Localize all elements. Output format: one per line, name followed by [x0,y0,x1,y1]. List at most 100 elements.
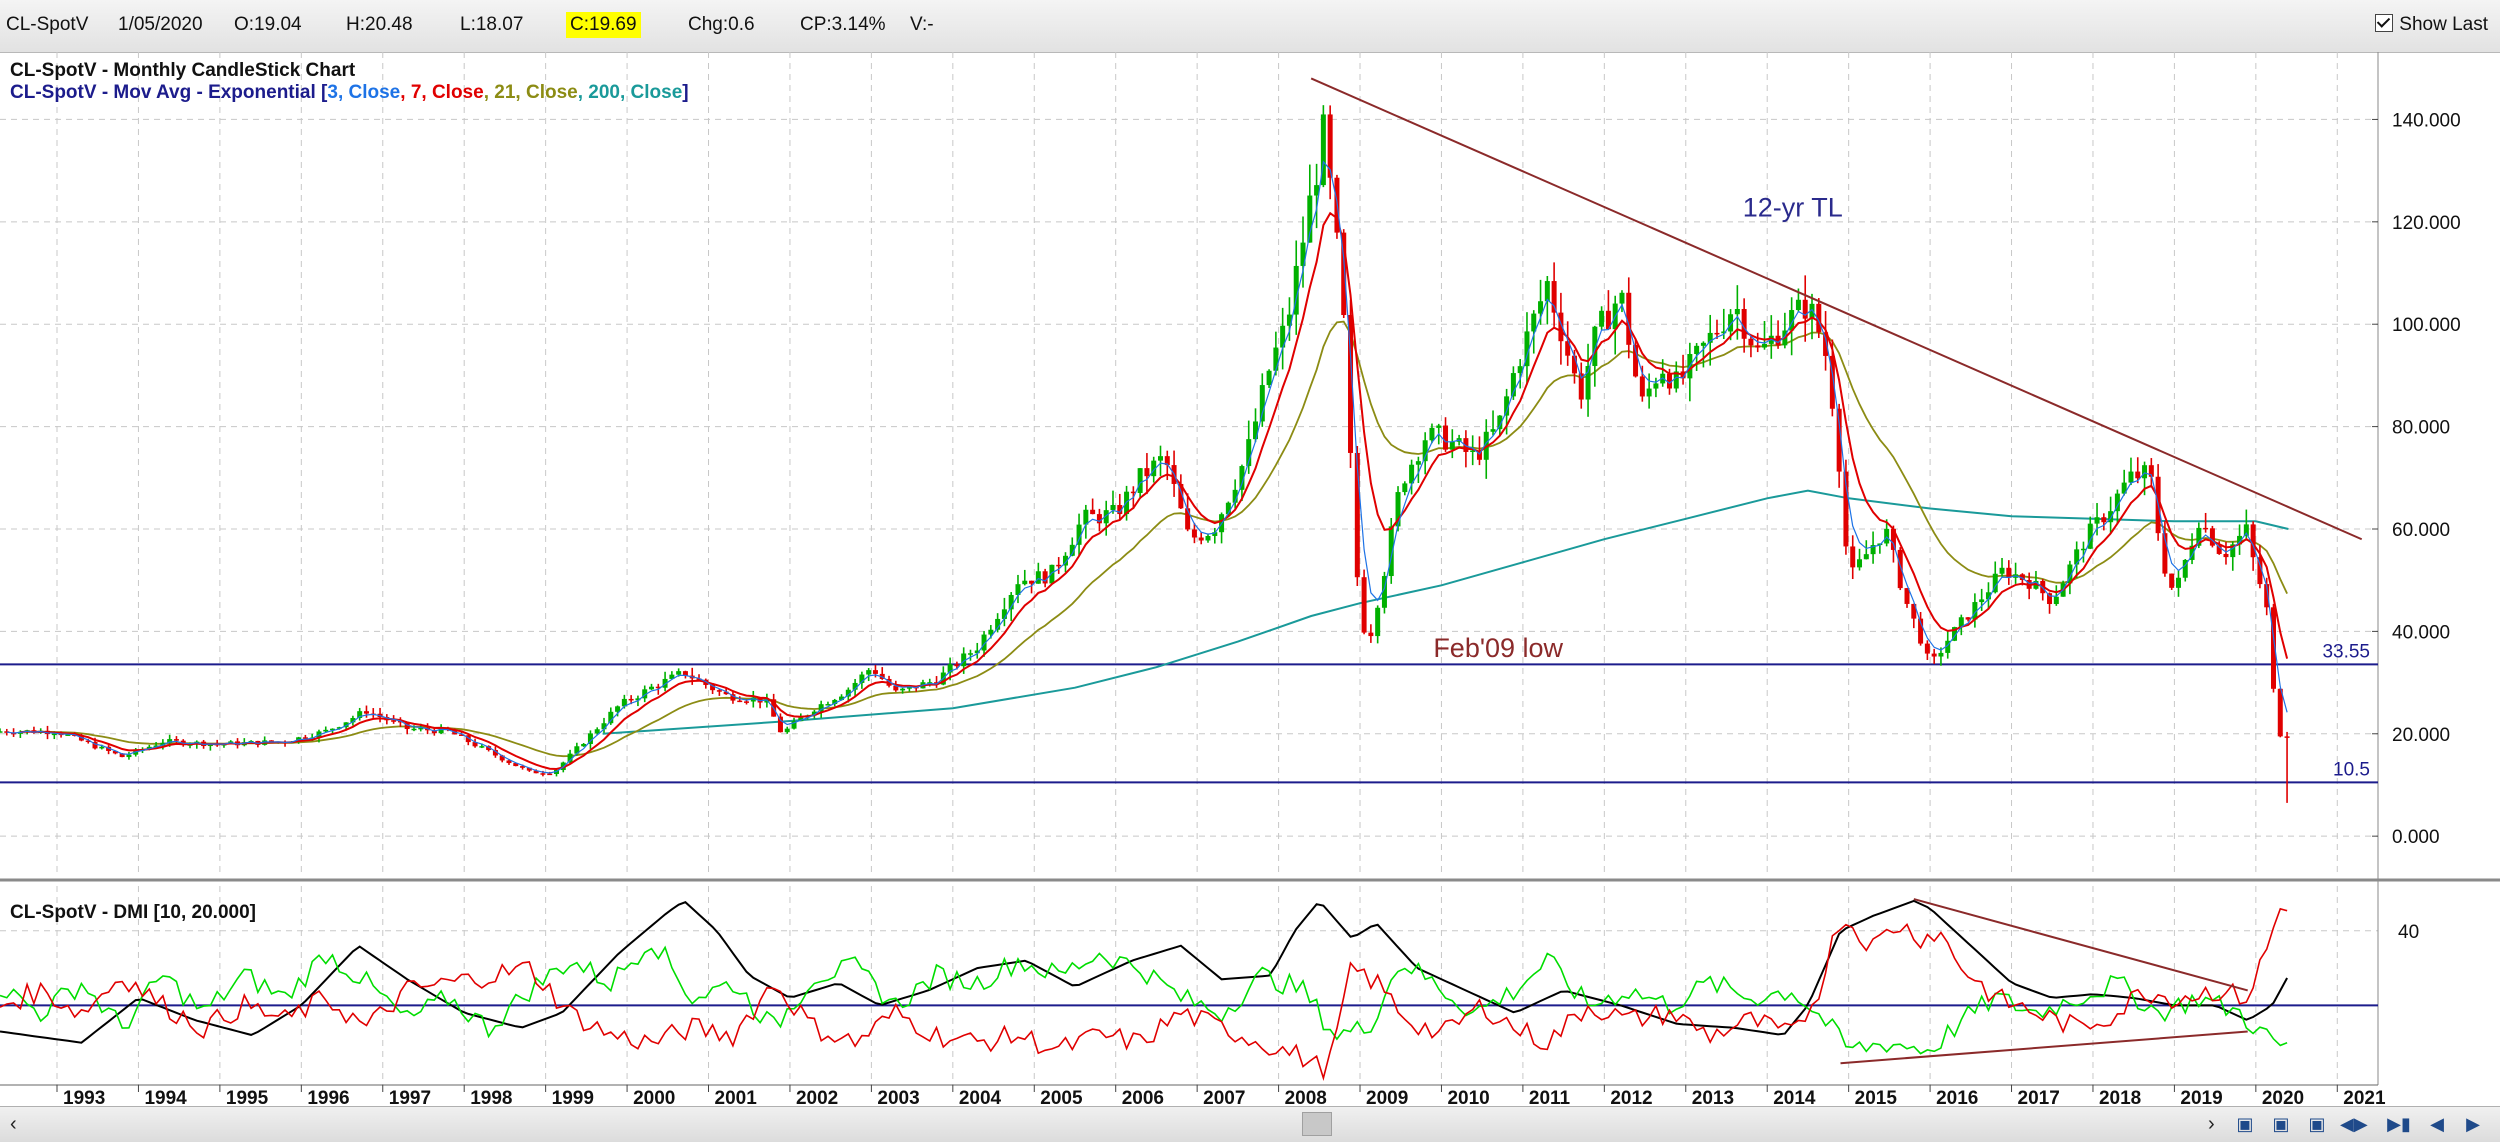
candle-body [730,694,736,701]
scrollbar-thumb[interactable] [1302,1112,1332,1136]
x-tick-label: 2021 [2343,1088,2386,1109]
x-tick-label: 1997 [389,1088,431,1109]
dmi-axis-labels: 40 [2398,922,2419,943]
candle-body [744,701,750,703]
candle-body [974,650,980,654]
candle-body [1728,314,1734,332]
candle-body [2209,528,2215,546]
candle-body [1972,602,1978,620]
candle-body [2108,511,2114,523]
candle-body [696,678,702,680]
candle-body [1042,571,1048,584]
candle-body [1931,653,1937,657]
candle-body [1198,537,1204,541]
candle-body [995,618,1001,630]
candle-body [1721,331,1727,334]
candle-body [1029,580,1035,584]
y-tick-label: 120.000 [2392,213,2461,234]
scroll-both-icon[interactable]: ◀▶ [2340,1114,2368,1134]
candle-body [2114,493,2120,512]
candle-body [1348,315,1354,453]
candle-body [1341,232,1347,316]
candle-body [1585,366,1591,400]
ema-legend-f1: Close [349,82,401,103]
quote-toolbar: CL-SpotV 1/05/2020 O:19.04 H:20.48 L:18.… [0,0,2500,53]
ema-legend-f3: Close [526,82,578,103]
candle-body [1409,464,1415,484]
zoom-out-icon[interactable]: ▣ [2272,1114,2290,1134]
candle-body [92,741,98,749]
candle-body [1497,415,1503,430]
zoom-in-icon[interactable]: ▣ [2236,1114,2254,1134]
checkbox-check-icon[interactable] [2375,14,2394,32]
candle-body [1673,371,1679,389]
candle-body [1103,510,1109,524]
step-forward-icon[interactable]: ▶ [2466,1114,2480,1134]
dmi-trendlines[interactable] [1840,898,2248,1065]
x-tick-label: 2014 [1773,1088,1816,1109]
candle-body [893,685,899,691]
dmi-series [0,899,2378,1082]
price-axis-labels: 0.000 20.000 40.000 60.000 80.000 100.000 120.… [2372,110,2461,848]
candle-body [621,698,627,707]
candle-body [533,770,539,774]
candle-body [2196,527,2202,546]
candle-body [1062,555,1068,566]
candle-body [1225,502,1231,515]
candle-body [1952,627,1958,641]
candle-body [2142,465,2148,479]
ema-legend-sep3: , [421,82,432,103]
x-tick-label: 2013 [1692,1088,1734,1109]
candle-body [167,739,173,743]
candle-body [1490,429,1496,432]
x-tick-label: 2004 [959,1088,1002,1109]
candle-body [587,733,593,745]
candle-body [1836,408,1842,472]
candle-body [1653,383,1659,389]
candle-body [872,670,878,674]
candle-body [2284,736,2290,738]
candle-body [2128,471,2134,483]
chart-annotations: 12-yr TL Feb'09 low [1433,193,1843,663]
trendline-annotation: 12-yr TL [1743,193,1843,223]
candle-body [51,733,57,736]
candle-body [2135,471,2141,479]
candle-body [1429,427,1435,441]
candle-body [357,711,363,718]
candle-body [2216,545,2222,554]
x-tick-label: 2008 [1285,1088,1327,1109]
scroll-left-icon[interactable]: ‹ [10,1113,17,1135]
candle-body [268,740,274,743]
x-tick-label: 1995 [226,1088,269,1109]
candle-body [900,688,906,691]
candle-body [581,744,587,747]
show-last-toggle[interactable]: Show Last [2375,12,2488,38]
zoom-fit-icon[interactable]: ▣ [2308,1114,2326,1134]
x-tick-label: 1993 [63,1088,105,1109]
go-end-icon[interactable]: ▶▮ [2387,1114,2411,1134]
candle-body [1965,617,1971,620]
candle-body [2237,535,2243,545]
candle-body [1829,355,1835,409]
trendline-12yr[interactable] [1310,77,2363,541]
candle-body [710,684,716,691]
candle-body [852,682,858,690]
candle-body [1918,618,1924,644]
scroll-right-icon[interactable]: › [2208,1113,2215,1135]
candle-body [1924,643,1930,654]
candle-body [2121,482,2127,494]
price-chart-title: CL-SpotV - Monthly CandleStick Chart [10,60,356,81]
step-back-icon[interactable]: ◀ [2430,1114,2444,1134]
candle-body [961,653,967,667]
x-tick-label: 2007 [1203,1088,1245,1109]
volume-label: V:- [910,14,934,35]
candle-body [431,730,437,734]
candle-body [65,734,71,736]
candle-body [2264,584,2270,608]
candle-body [1375,607,1381,637]
candle-body [1015,584,1021,595]
candle-body [323,729,329,732]
candle-body [1354,452,1360,578]
candle-body [567,753,573,763]
